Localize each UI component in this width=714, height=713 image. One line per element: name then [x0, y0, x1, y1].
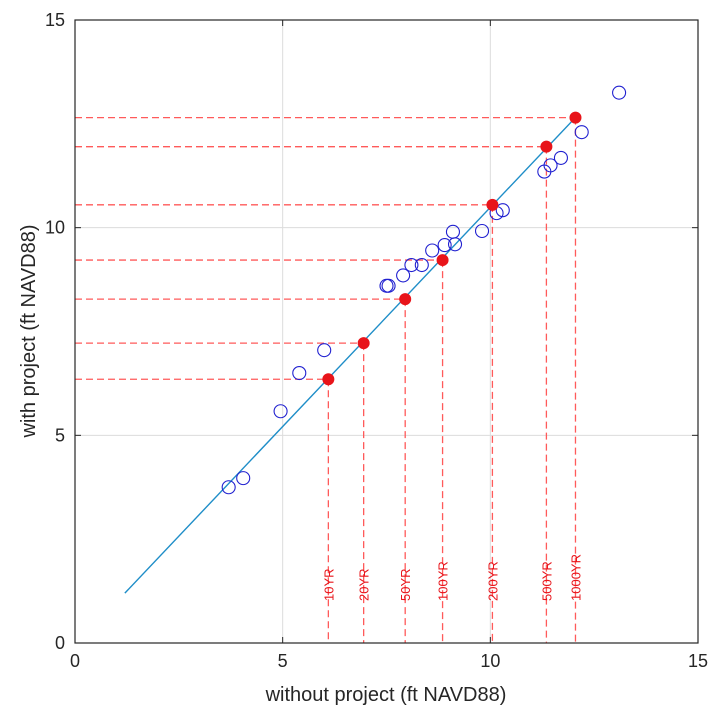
- scatter-point: [221, 480, 236, 495]
- scatter-point: [396, 268, 411, 283]
- scatter-point: [381, 278, 396, 293]
- scatter-point: [612, 85, 627, 100]
- return-period-label: 500YR: [539, 561, 554, 601]
- return-period-label: 100YR: [436, 561, 451, 601]
- return-period-marker: [540, 140, 553, 153]
- y-tick-label: 15: [45, 10, 65, 30]
- return-period-label: 10YR: [321, 568, 336, 601]
- x-tick-label: 0: [70, 651, 80, 671]
- scatter-point: [414, 257, 429, 273]
- return-period-labels: 10YR 20YR 50YR 100YR 200YR 500YR 1000YR: [321, 554, 583, 601]
- y-tick-label: 5: [55, 425, 65, 445]
- return-period-label: 20YR: [357, 568, 372, 601]
- scatter-point: [425, 243, 440, 258]
- x-axis-label: without project (ft NAVD88): [265, 684, 507, 706]
- return-period-marker: [486, 198, 499, 211]
- grid: [75, 20, 698, 643]
- x-tick-label: 5: [278, 651, 288, 671]
- scatter-point: [543, 158, 558, 173]
- return-period-marker: [399, 293, 412, 306]
- scatter-point: [447, 237, 463, 252]
- return-period-label: 1000YR: [568, 554, 583, 601]
- scatter-point: [404, 257, 419, 273]
- return-period-markers: [322, 111, 582, 386]
- fit-line: [124, 119, 574, 594]
- scatter-point: [236, 471, 251, 486]
- plot-background: [75, 20, 698, 643]
- return-period-guides: [75, 116, 577, 643]
- return-period-marker: [322, 373, 335, 386]
- return-period-marker: [436, 254, 449, 267]
- return-period-marker: [569, 111, 582, 124]
- observed-points: [221, 85, 627, 495]
- y-tick-label: 10: [45, 218, 65, 238]
- scatter-point: [574, 125, 589, 140]
- plot-frame: [74, 19, 699, 644]
- scatter-point: [292, 365, 307, 381]
- x-tick-label: 10: [480, 651, 500, 671]
- return-period-label: 50YR: [398, 568, 413, 601]
- return-period-label: 200YR: [485, 561, 500, 601]
- y-tick-label: 0: [55, 633, 65, 653]
- axis-ticks: 0 5 10 15 0 5 10 15: [45, 10, 708, 671]
- scatter-point: [437, 238, 452, 253]
- return-period-marker: [357, 337, 370, 350]
- scatter-point: [317, 343, 332, 358]
- scatter-point: [553, 150, 568, 165]
- fit-line-group: [124, 119, 574, 594]
- scatter-point: [273, 404, 288, 419]
- scatter-point: [474, 223, 490, 239]
- x-tick-label: 15: [688, 651, 708, 671]
- scatter-point: [495, 203, 510, 218]
- y-axis-label: with project (ft NAVD88): [18, 224, 40, 438]
